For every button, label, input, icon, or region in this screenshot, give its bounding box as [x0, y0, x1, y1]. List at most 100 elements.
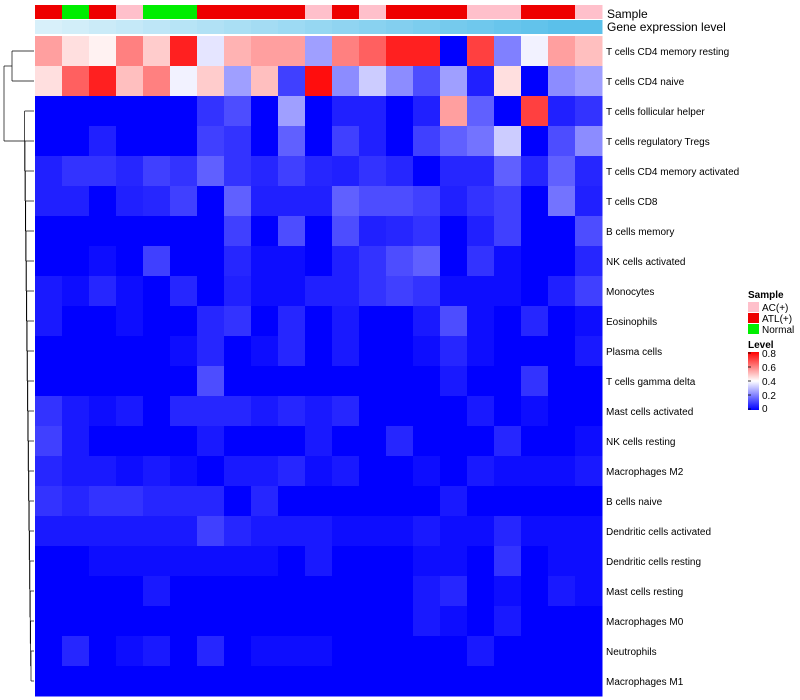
heatmap-cell [224, 366, 252, 397]
heatmap-cell [143, 186, 171, 217]
heatmap-cell [251, 456, 279, 487]
heatmap-cell [575, 216, 603, 247]
heatmap-cell [143, 606, 171, 637]
heatmap-cell [386, 516, 414, 547]
heatmap-cell [305, 486, 333, 517]
heatmap-cell [467, 216, 495, 247]
heatmap-cell [143, 426, 171, 457]
heatmap-cell [62, 66, 90, 97]
heatmap-cell [494, 396, 522, 427]
heatmap-cell [305, 66, 333, 97]
heatmap-cell [521, 366, 549, 397]
heatmap-cell [575, 546, 603, 577]
heatmap-cell [170, 426, 198, 457]
row-label: NK cells resting [606, 437, 675, 448]
heatmap-cell [251, 336, 279, 367]
heatmap-cell [548, 246, 576, 277]
heatmap-cell [521, 516, 549, 547]
sample-annotation-cell [305, 5, 333, 19]
heatmap-cell [575, 96, 603, 127]
heatmap-cell [251, 576, 279, 607]
heatmap-cell [62, 546, 90, 577]
heatmap-cell [170, 276, 198, 307]
row-label: Macrophages M2 [606, 467, 684, 478]
heatmap-cell [413, 126, 441, 157]
heatmap-cell [116, 306, 144, 337]
heatmap-cell [197, 396, 225, 427]
row-labels: T cells CD4 memory resting T cells CD4 na… [606, 47, 739, 688]
heatmap-cell [116, 96, 144, 127]
heatmap-cell [494, 486, 522, 517]
heatmap-cell [278, 156, 306, 187]
gene-level-annotation-cell [143, 20, 171, 34]
gene-level-annotation-cell [386, 20, 414, 34]
heatmap-cell [251, 306, 279, 337]
heatmap-cell [548, 336, 576, 367]
heatmap-cell [197, 216, 225, 247]
heatmap-cell [413, 396, 441, 427]
heatmap-cell [332, 666, 360, 697]
heatmap-cell [62, 306, 90, 337]
heatmap-cell [575, 36, 603, 67]
heatmap-cell [116, 426, 144, 457]
heatmap-cell [89, 606, 117, 637]
legend-label-atl: ATL(+) [762, 314, 792, 325]
heatmap-cell [359, 276, 387, 307]
heatmap-cell [170, 126, 198, 157]
heatmap-cell [332, 606, 360, 637]
heatmap-cell [575, 186, 603, 217]
heatmap-cell [251, 606, 279, 637]
row-label: Dendritic cells activated [606, 527, 711, 538]
heatmap-cell [143, 246, 171, 277]
heatmap-cell [170, 486, 198, 517]
heatmap-cell [575, 366, 603, 397]
heatmap-cell [197, 546, 225, 577]
row-label: NK cells activated [606, 257, 685, 268]
heatmap-cell [305, 186, 333, 217]
heatmap-cell [521, 576, 549, 607]
heatmap-cell [467, 606, 495, 637]
heatmap-cell [197, 486, 225, 517]
heatmap-cell [278, 126, 306, 157]
heatmap-cell [548, 666, 576, 697]
heatmap-cell [62, 336, 90, 367]
heatmap-cell [386, 396, 414, 427]
heatmap-cell [251, 516, 279, 547]
gene-level-annotation-cell [440, 20, 468, 34]
heatmap-cell [197, 156, 225, 187]
heatmap-cell [170, 246, 198, 277]
heatmap-cell [35, 66, 63, 97]
heatmap-cell [548, 636, 576, 667]
heatmap-cell [35, 246, 63, 277]
heatmap-cell [467, 156, 495, 187]
heatmap-cell [386, 36, 414, 67]
sample-annotation-cell [467, 5, 495, 19]
heatmap-cell [305, 666, 333, 697]
heatmap-cell [440, 66, 468, 97]
row-label: Dendritic cells resting [606, 557, 701, 568]
heatmap-cell [89, 426, 117, 457]
heatmap-cell [305, 126, 333, 157]
heatmap-cell [224, 36, 252, 67]
heatmap-cell [467, 246, 495, 277]
heatmap-cell [467, 276, 495, 307]
sample-annotation-cell [548, 5, 576, 19]
gene-level-annotation-cell [332, 20, 360, 34]
heatmap-cell [89, 276, 117, 307]
heatmap-cell [170, 186, 198, 217]
heatmap-cell [494, 126, 522, 157]
heatmap-cell [224, 516, 252, 547]
heatmap-cell [305, 606, 333, 637]
heatmap-cell [197, 366, 225, 397]
heatmap-cell [386, 426, 414, 457]
heatmap-cell [440, 216, 468, 247]
heatmap-cell [548, 516, 576, 547]
heatmap-cell [305, 396, 333, 427]
heatmap-cell [386, 486, 414, 517]
heatmap-cell [305, 426, 333, 457]
heatmap-cell [467, 486, 495, 517]
heatmap-cell [440, 546, 468, 577]
heatmap-cell [575, 336, 603, 367]
heatmap-cell [170, 36, 198, 67]
heatmap-cell [197, 246, 225, 277]
